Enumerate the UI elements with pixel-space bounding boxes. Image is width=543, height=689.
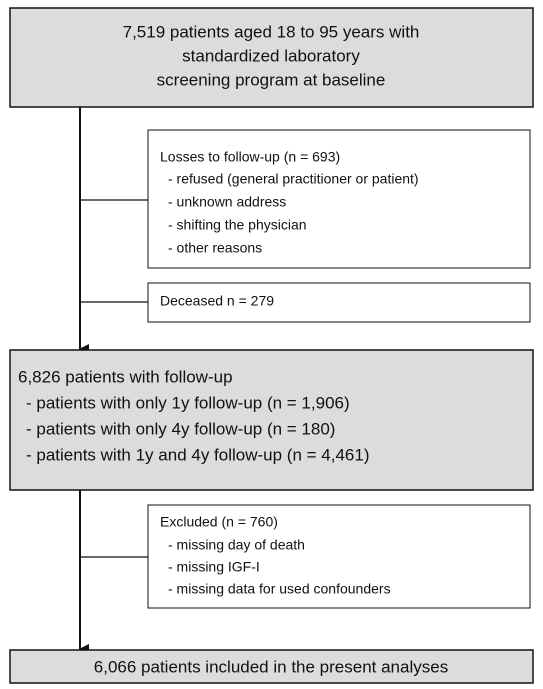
node-text: - shifting the physician <box>168 217 307 233</box>
node-text: - patients with 1y and 4y follow-up (n =… <box>26 445 370 464</box>
node-text: - missing data for used confounders <box>168 581 391 597</box>
node-box <box>9 349 534 491</box>
node-text: 6,826 patients with follow-up <box>18 367 233 386</box>
node-text: - patients with only 4y follow-up (n = 1… <box>26 419 335 438</box>
node-box <box>9 649 534 684</box>
node-text: screening program at baseline <box>157 70 386 89</box>
node-text: - refused (general practitioner or patie… <box>168 171 419 187</box>
node-text: - unknown address <box>168 194 286 210</box>
node-box <box>9 7 534 108</box>
node-text: Excluded (n = 760) <box>160 514 278 530</box>
node-text: Losses to follow-up (n = 693) <box>160 149 340 165</box>
node-text: - missing day of death <box>168 537 305 553</box>
node-box <box>147 129 531 269</box>
node-text: - missing IGF-I <box>168 559 260 575</box>
node-box <box>147 282 531 323</box>
node-text: standardized laboratory <box>182 46 360 65</box>
node-text: - patients with only 1y follow-up (n = 1… <box>26 393 350 412</box>
node-text: 6,066 patients included in the present a… <box>94 657 448 676</box>
node-box <box>147 504 531 609</box>
node-text: Deceased n = 279 <box>160 293 274 309</box>
node-text: - other reasons <box>168 240 262 256</box>
node-text: 7,519 patients aged 18 to 95 years with <box>123 22 420 41</box>
